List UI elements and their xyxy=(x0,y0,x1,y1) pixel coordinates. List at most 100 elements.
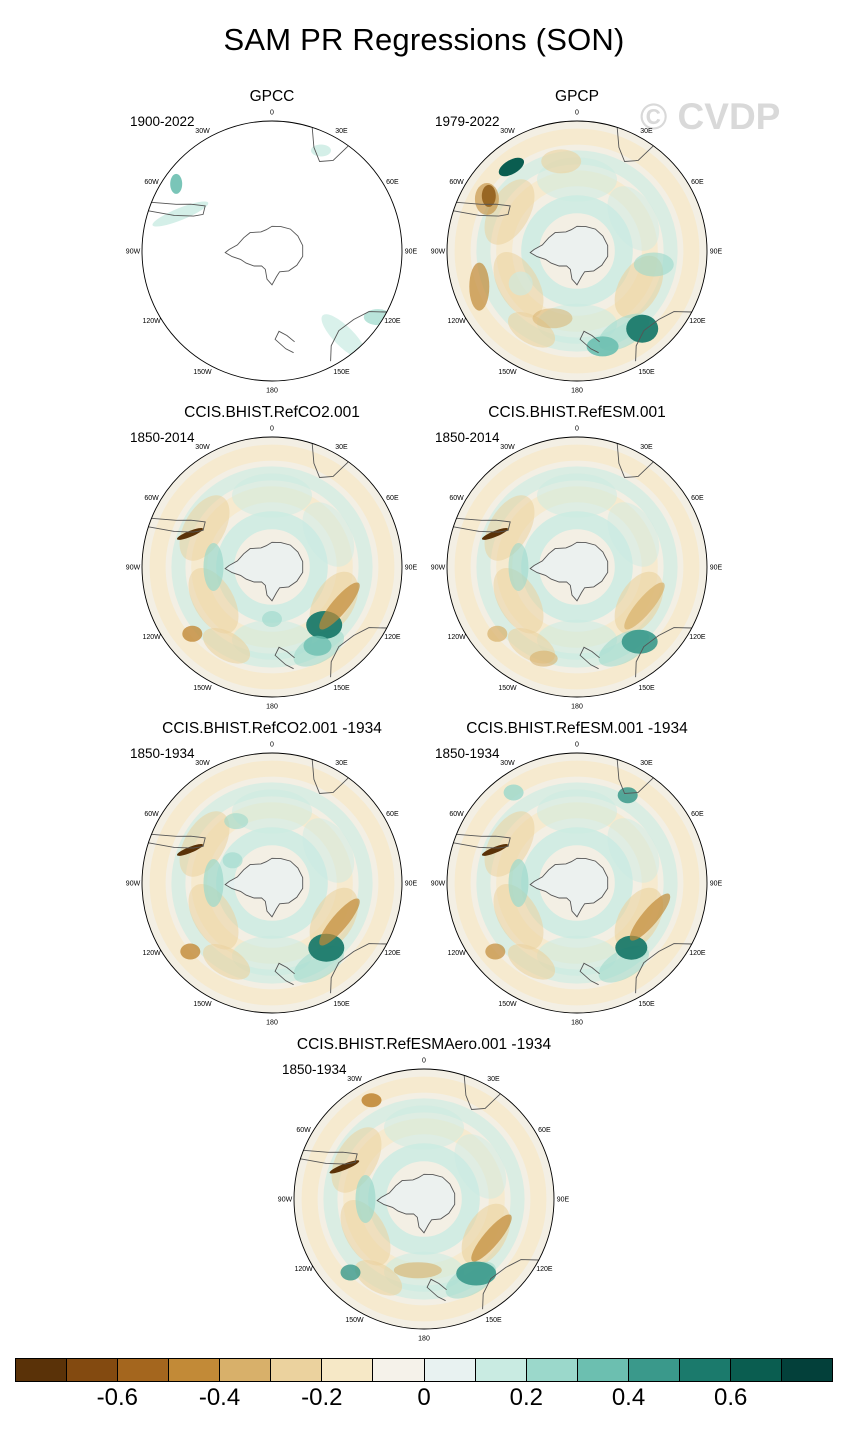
longitude-label: 30W xyxy=(195,128,210,135)
longitude-label: 60E xyxy=(386,495,399,502)
south-america-coast xyxy=(148,517,206,533)
africa-coast xyxy=(616,443,654,478)
precip-field xyxy=(142,437,402,697)
colorbar-swatch xyxy=(679,1359,731,1381)
longitude-label: 60W xyxy=(449,495,464,502)
longitude-label: 30W xyxy=(500,128,515,135)
map-boundary xyxy=(446,120,708,382)
cvdp-watermark: © CVDP xyxy=(640,96,781,137)
australia-coast xyxy=(635,311,692,362)
longitude-label: 120W xyxy=(142,318,161,325)
new-zealand-coast xyxy=(274,330,295,354)
longitude-label: 90W xyxy=(431,565,446,572)
panel-period: 1850-2014 xyxy=(130,430,195,445)
panel-period: 1850-1934 xyxy=(130,746,195,761)
africa-coast xyxy=(616,127,654,162)
precip-field xyxy=(142,753,402,1013)
antarctica-outline xyxy=(529,541,609,602)
polar-map: 0 30E 60E 90E 120E 150E 180 150W 120W 90W 60W 30W xyxy=(126,110,418,395)
map-boundary xyxy=(141,436,403,698)
precip-field xyxy=(142,121,402,381)
longitude-label: 30E xyxy=(335,128,348,135)
longitude-label: 0 xyxy=(270,426,274,433)
longitude-label: 120W xyxy=(294,1266,313,1273)
longitude-label: 90E xyxy=(710,249,723,256)
longitude-label: 0 xyxy=(575,742,579,749)
polar-map: 0 30E 60E 90E 120E 150E 180 150W 120W 90W 60W 30W xyxy=(431,426,723,711)
longitude-label: 90E xyxy=(557,1197,570,1204)
colorbar xyxy=(15,1358,833,1382)
africa-coast xyxy=(463,1075,501,1110)
polar-map: 0 30E 60E 90E 120E 150E 180 150W 120W 90W 60W 30W xyxy=(126,742,418,1027)
longitude-label: 0 xyxy=(422,1058,426,1065)
polar-map: 0 30E 60E 90E 120E 150E 180 150W 120W 90W 60W 30W xyxy=(126,426,418,711)
polar-map: 0 30E 60E 90E 120E 150E 180 150W 120W 90W 60W 30W xyxy=(431,742,723,1027)
colorbar-swatch xyxy=(628,1359,680,1381)
colorbar-swatch xyxy=(169,1359,221,1381)
south-america-coast xyxy=(300,1149,358,1165)
precip-field xyxy=(447,437,707,697)
longitude-label: 90W xyxy=(126,565,141,572)
longitude-label: 0 xyxy=(270,110,274,117)
longitude-label: 150E xyxy=(638,685,655,692)
australia-coast xyxy=(330,311,387,362)
longitude-label: 90E xyxy=(405,249,418,256)
longitude-label: 180 xyxy=(266,1020,278,1027)
longitude-label: 180 xyxy=(571,704,583,711)
longitude-label: 90E xyxy=(710,881,723,888)
longitude-label: 150W xyxy=(193,685,212,692)
longitude-label: 60E xyxy=(538,1127,551,1134)
colorbar-swatch xyxy=(271,1359,323,1381)
longitude-label: 180 xyxy=(571,1020,583,1027)
map-panel-refco2-1934: 0 30E 60E 90E 120E 150E 180 150W 120W 90W 60W 30W C… xyxy=(122,720,422,1027)
longitude-label: 120W xyxy=(142,950,161,957)
longitude-label: 150W xyxy=(498,685,517,692)
panel-period: 1979-2022 xyxy=(435,114,500,129)
colorbar-swatch xyxy=(118,1359,170,1381)
panel-title: GPCP xyxy=(555,88,599,105)
longitude-label: 90W xyxy=(431,881,446,888)
africa-coast xyxy=(311,759,349,794)
colorbar-swatch xyxy=(424,1359,476,1381)
new-zealand-coast xyxy=(274,646,295,670)
longitude-label: 60E xyxy=(386,811,399,818)
new-zealand-coast xyxy=(579,962,600,986)
panel-period: 1900-2022 xyxy=(130,114,195,129)
longitude-label: 30W xyxy=(500,444,515,451)
antarctica-outline xyxy=(376,1173,456,1234)
antarctica-outline xyxy=(224,857,304,918)
longitude-label: 150E xyxy=(485,1317,502,1324)
australia-coast xyxy=(635,943,692,994)
antarctica-outline xyxy=(529,857,609,918)
precip-field xyxy=(447,121,707,381)
panel-title: CCIS.BHIST.RefESM.001 xyxy=(488,404,666,421)
longitude-label: 30W xyxy=(347,1076,362,1083)
longitude-label: 30E xyxy=(335,444,348,451)
longitude-label: 30E xyxy=(335,760,348,767)
colorbar-swatch xyxy=(322,1359,374,1381)
map-panel-gpcp: 0 30E 60E 90E 120E 150E 180 150W 120W 90W 60W 30W G… xyxy=(427,88,727,395)
new-zealand-coast xyxy=(579,646,600,670)
longitude-label: 60E xyxy=(386,179,399,186)
panel-title: CCIS.BHIST.RefESMAero.001 -1934 xyxy=(296,1036,552,1053)
longitude-label: 150E xyxy=(333,1001,350,1008)
figure-title: SAM PR Regressions (SON) xyxy=(223,22,625,57)
longitude-label: 120E xyxy=(536,1266,553,1273)
colorbar-swatch xyxy=(577,1359,629,1381)
longitude-label: 30E xyxy=(640,444,653,451)
longitude-label: 60W xyxy=(449,179,464,186)
colorbar-swatch xyxy=(526,1359,578,1381)
longitude-label: 120E xyxy=(384,950,401,957)
longitude-label: 120E xyxy=(689,950,706,957)
panel-period: 1850-2014 xyxy=(435,430,500,445)
longitude-label: 90E xyxy=(405,565,418,572)
longitude-label: 30E xyxy=(640,760,653,767)
antarctica-outline xyxy=(224,541,304,602)
africa-coast xyxy=(311,443,349,478)
colorbar-tick-label: -0.6 xyxy=(96,1384,138,1411)
longitude-label: 30E xyxy=(640,128,653,135)
longitude-label: 180 xyxy=(418,1336,430,1343)
longitude-label: 120W xyxy=(142,634,161,641)
south-america-coast xyxy=(148,201,206,217)
australia-coast xyxy=(635,627,692,678)
